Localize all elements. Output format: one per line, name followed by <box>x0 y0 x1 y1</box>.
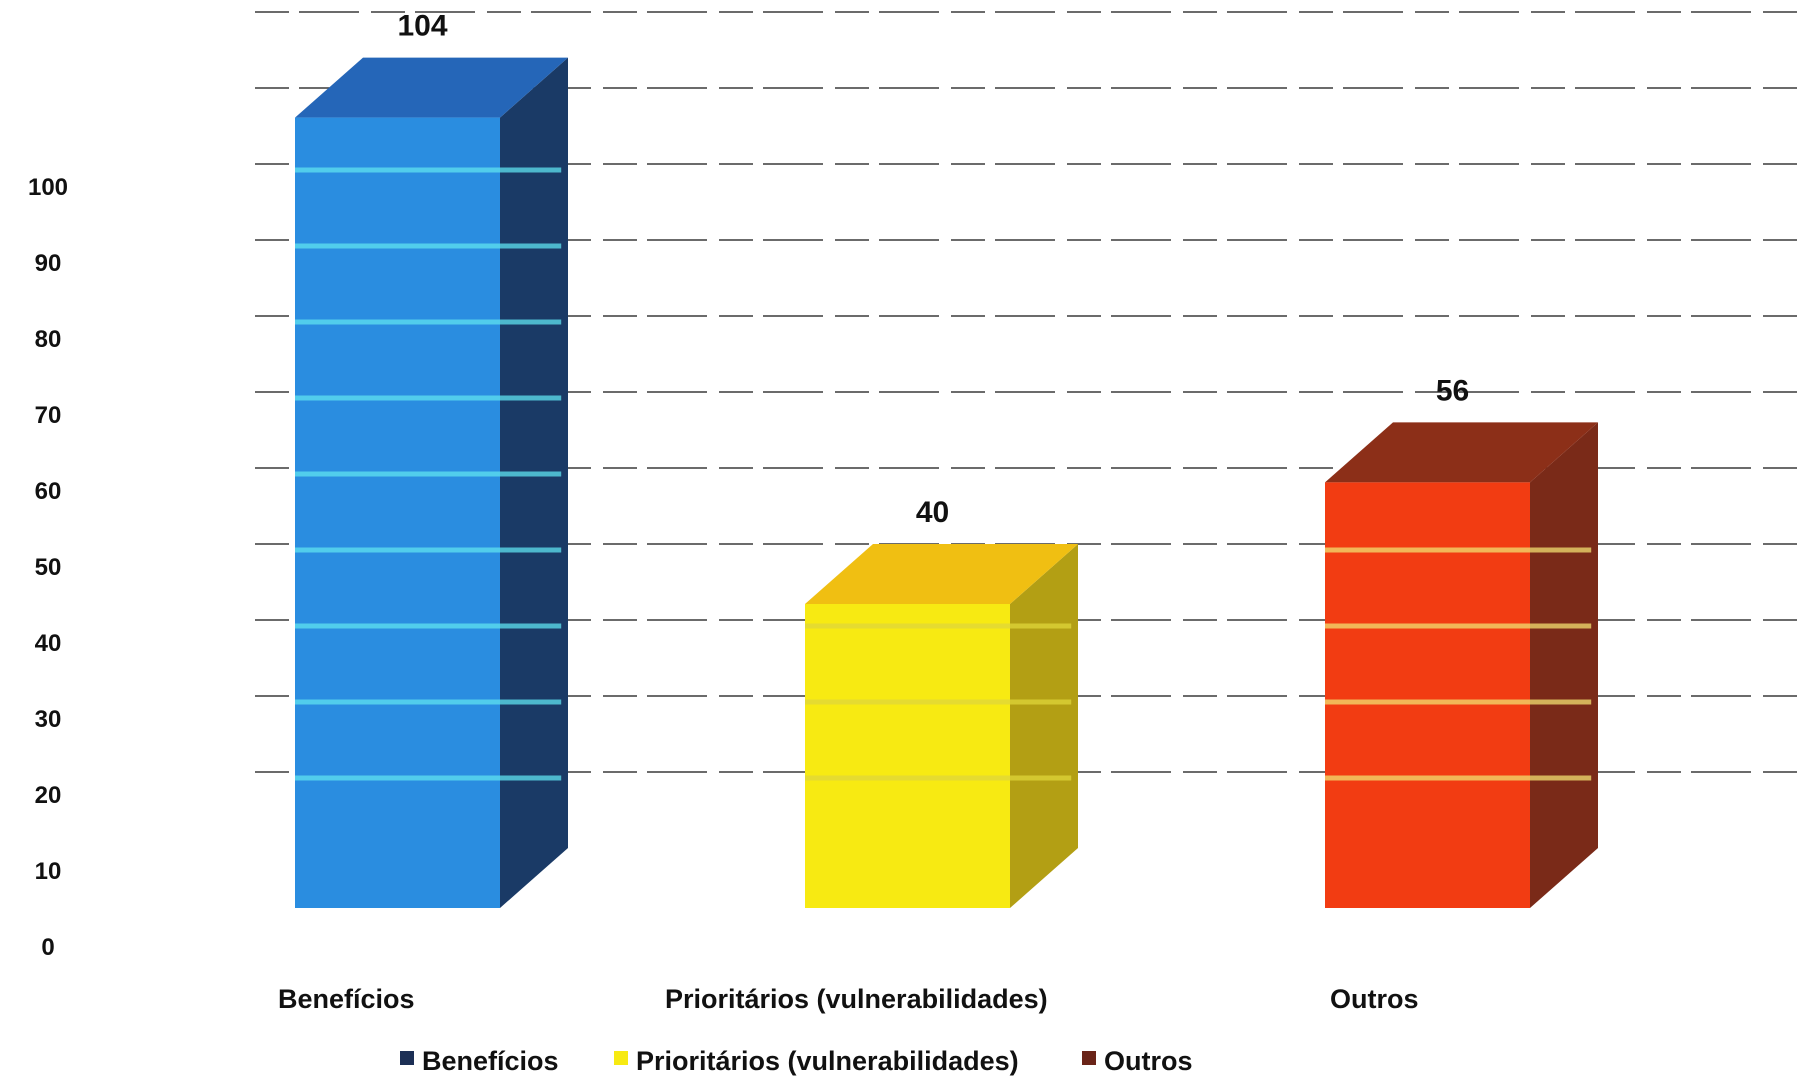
legend: Benefícios Prioritários (vulnerabilidades… <box>400 1046 1193 1076</box>
y-tick-label: 60 <box>35 478 62 505</box>
bar-1 <box>295 57 568 909</box>
bar-side <box>1530 422 1598 908</box>
legend-swatch <box>400 1051 414 1065</box>
legend-label: Outros <box>1104 1046 1193 1076</box>
legend-item: Outros <box>1082 1046 1193 1076</box>
y-tick-label: 100 <box>28 174 68 201</box>
category-label: Benefícios <box>278 984 415 1014</box>
y-tick-label: 40 <box>35 630 62 657</box>
bar-side <box>500 57 568 909</box>
bars <box>295 57 1598 909</box>
data-label: 104 <box>397 10 447 43</box>
labels: 104 Benefícios 40 Prioritários (vulnerabili… <box>278 10 1469 1014</box>
bar-front <box>295 117 500 909</box>
legend-swatch <box>614 1051 628 1065</box>
y-tick-label: 20 <box>35 782 62 809</box>
y-tick-label: 0 <box>41 934 54 961</box>
y-axis: 0 10 20 30 40 50 60 70 80 90 100 <box>28 174 68 961</box>
bar-2 <box>805 544 1078 908</box>
y-tick-label: 90 <box>35 250 62 277</box>
bar-side <box>1010 544 1078 908</box>
category-label: Prioritários (vulnerabilidades) <box>665 984 1048 1014</box>
bar-top <box>1325 422 1598 483</box>
legend-swatch <box>1082 1051 1096 1065</box>
y-tick-label: 10 <box>35 858 62 885</box>
bar-front <box>1325 482 1530 908</box>
y-tick-label: 30 <box>35 706 62 733</box>
bar-front <box>805 604 1010 908</box>
bar-3 <box>1325 422 1598 908</box>
bar-top <box>805 544 1078 604</box>
data-label: 40 <box>916 496 949 529</box>
legend-label: Prioritários (vulnerabilidades) <box>636 1046 1019 1076</box>
y-tick-label: 50 <box>35 554 62 581</box>
category-label: Outros <box>1330 984 1419 1014</box>
legend-item: Benefícios <box>400 1046 559 1076</box>
legend-label: Benefícios <box>422 1046 559 1076</box>
y-tick-label: 80 <box>35 326 62 353</box>
data-label: 56 <box>1436 374 1469 407</box>
legend-item: Prioritários (vulnerabilidades) <box>614 1046 1019 1076</box>
bar-top <box>295 57 568 118</box>
y-tick-label: 70 <box>35 402 62 429</box>
